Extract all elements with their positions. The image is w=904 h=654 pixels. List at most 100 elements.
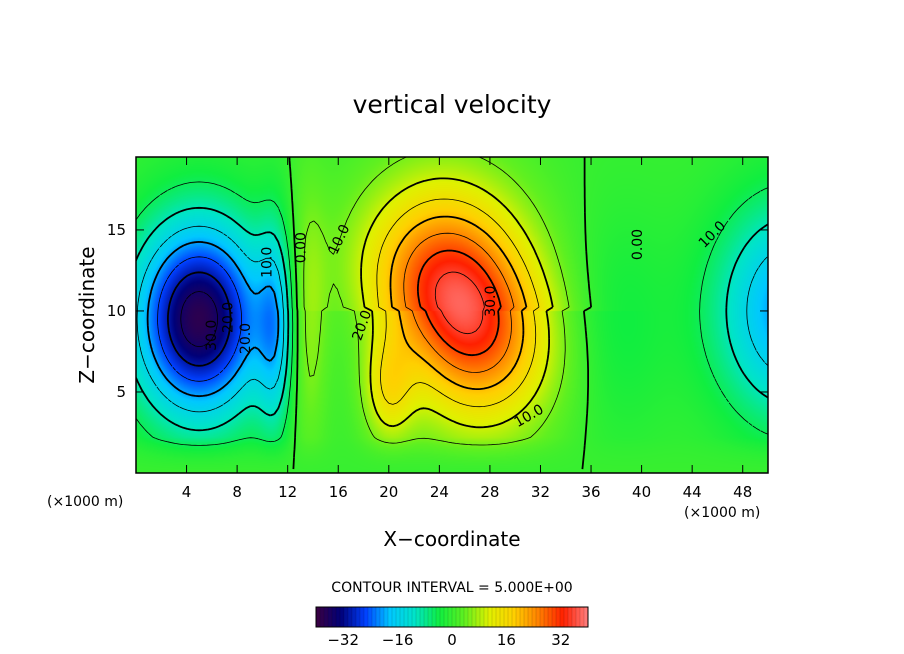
contour-line-20 [389,215,528,390]
y-tick-label: 5 [116,383,126,401]
colorbar-cell [348,607,353,627]
colorbar-cell [556,607,561,627]
contour-label: 30.0 [204,320,220,351]
colorbar-cell [364,607,369,627]
x-axis: 4 8 12 16 20 24 28 32 36 40 44 48 [182,157,752,501]
contour-line-30 [417,249,502,357]
colorbar-cell [580,607,585,627]
contour-line-15 [376,198,540,408]
contour-line-35 [434,271,485,335]
colorbar-cell [532,607,537,627]
colorbar-ticks: −32 −16 0 16 32 [327,631,570,649]
colorbar-cell [368,607,373,627]
colorbar-cell [496,607,501,627]
contour-label: 0.00 [630,229,646,260]
colorbar-cell [508,607,513,627]
y-tick-label: 10 [107,302,126,320]
colorbar-cell [544,607,549,627]
colorbar-cell [464,607,469,627]
colorbar-cell [324,607,329,627]
x-tick-label: 28 [480,483,499,501]
x-unit-right: (×1000 m) [684,505,760,521]
colorbar-tick-label: −16 [382,631,414,649]
colorbar-cell [484,607,489,627]
contour-line-neg35 [180,291,218,348]
colorbar-cell [320,607,325,627]
colorbar-cell [572,607,577,627]
colorbar-cell [564,607,569,627]
y-tick-label: 15 [107,221,126,239]
x-unit-left: (×1000 m) [47,494,123,510]
colorbar-tick-label: 0 [447,631,457,649]
colorbar-tick-label: 32 [551,631,570,649]
x-tick-label: 16 [329,483,348,501]
contour-line-5 [303,157,570,446]
colorbar-cell [432,607,437,627]
contour-line-0 [288,157,592,470]
colorbar-cell [404,607,409,627]
colorbar-cell [452,607,457,627]
colorbar-cell [376,607,381,627]
contour-line-neg25 [157,256,242,382]
colorbar-cells [316,607,589,627]
contour-label: 20.0 [220,302,236,333]
colorbar-cell [540,607,545,627]
colorbar-cell [448,607,453,627]
colorbar-cell [396,607,401,627]
colorbar-cell [336,607,341,627]
colorbar: −32 −16 0 16 32 [315,606,589,649]
colorbar-cell [488,607,493,627]
colorbar-cell [516,607,521,627]
contour-line-neg10 [136,206,768,432]
colorbar-cell [380,607,385,627]
x-axis-label: X−coordinate [383,527,520,551]
plot-frame [135,156,769,474]
colorbar-cell [512,607,517,627]
contour-label: 30.0 [483,286,499,317]
x-tick-label: 48 [733,483,752,501]
colorbar-cell [500,607,505,627]
contour-line-25 [403,232,515,373]
colorbar-cell [440,607,445,627]
colorbar-tick-label: 16 [497,631,516,649]
colorbar-cell [444,607,449,627]
contour-line-neg30 [167,271,232,367]
y-axis: 5 10 15 [107,221,768,401]
colorbar-cell [476,607,481,627]
colorbar-cell [576,607,581,627]
contour-lines [136,157,768,470]
colorbar-cell [328,607,333,627]
colorbar-cell [344,607,349,627]
colorbar-cell [436,607,441,627]
colorbar-cell [472,607,477,627]
chart-title: vertical velocity [353,90,552,119]
colorbar-cell [480,607,485,627]
contour-line-neg15 [136,225,768,413]
colorbar-cell [416,607,421,627]
colorbar-cell [504,607,509,627]
contour-label: 20.0 [238,323,254,354]
colorbar-cell [548,607,553,627]
x-tick-label: 4 [182,483,192,501]
contour-label: 10.0 [260,247,276,278]
colorbar-cell [408,607,413,627]
colorbar-cell [568,607,573,627]
colorbar-cell [332,607,337,627]
x-tick-label: 32 [531,483,550,501]
colorbar-cell [560,607,565,627]
contour-line-neg5 [136,181,768,446]
contour-label: 0.00 [294,232,310,263]
colorbar-cell [460,607,465,627]
contour-interval-note: CONTOUR INTERVAL = 5.000E+00 [331,580,572,596]
colorbar-cell [360,607,365,627]
colorbar-cell [340,607,345,627]
colorbar-cell [316,607,321,627]
colorbar-cell [584,607,589,627]
colorbar-cell [456,607,461,627]
colorbar-cell [372,607,377,627]
plot-area: 30.020.020.010.0 0.00 10.020.030.010.00.00… [135,156,769,474]
colorbar-cell [468,607,473,627]
colorbar-cell [552,607,557,627]
y-axis-label: Z−coordinate [75,246,99,383]
